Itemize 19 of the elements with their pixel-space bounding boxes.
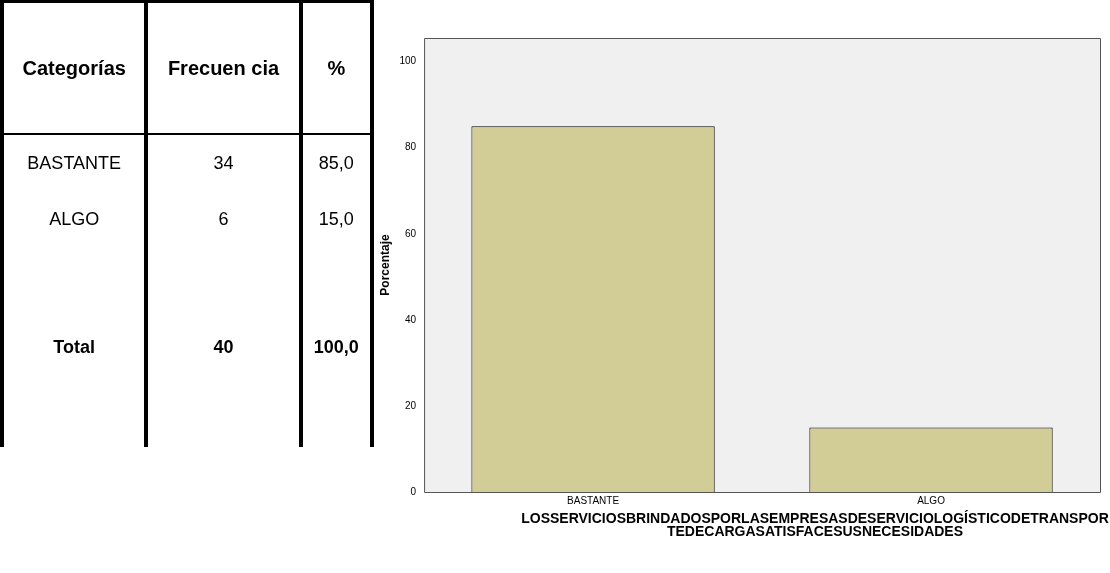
text: Total: [2, 247, 147, 447]
text: Frecuen cia: [146, 3, 301, 134]
y-tick-label: 80: [404, 141, 417, 153]
text: BASTANTE: [2, 134, 147, 191]
y-tick-label: 60: [404, 227, 417, 239]
text: 34: [146, 134, 301, 191]
y-tick-label: 40: [404, 313, 417, 325]
text: 6: [146, 191, 301, 247]
text: 85,0: [300, 134, 372, 191]
y-tick-label: 100: [399, 55, 417, 67]
text: ALGO: [2, 191, 147, 247]
text: %: [300, 3, 372, 134]
y-tick-label: 0: [410, 485, 417, 497]
text: 15,0: [300, 191, 372, 247]
text: 100,0: [300, 247, 372, 447]
y-tick-label: 20: [404, 399, 417, 411]
y-axis-title: Porcentaje: [377, 233, 392, 296]
x-axis-title: LOSSERVICIOSBRINDADOSPORLASEMPRESASDESERVICIOLOGÍSTICODETRANSPORTEDECARGASATISFACESUSNECESIDADES: [520, 510, 1110, 539]
text: Categorías: [2, 3, 147, 134]
